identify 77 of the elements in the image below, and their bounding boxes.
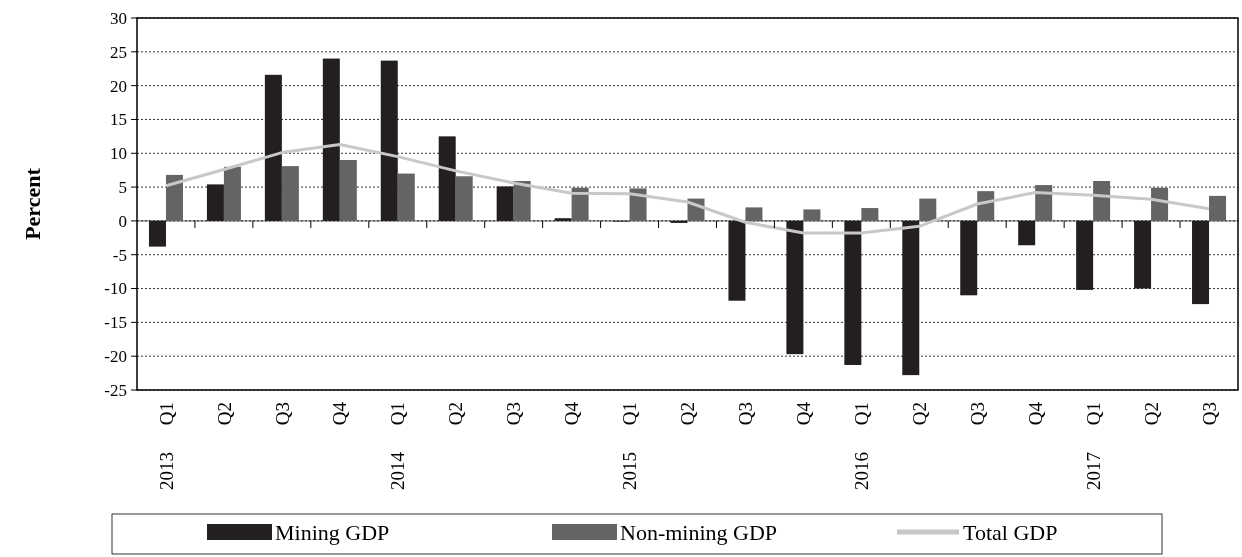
x-tick-label: Q3 (271, 402, 293, 426)
text: 2014 (387, 451, 409, 490)
legend-label: Mining GDP (275, 519, 390, 545)
bar (803, 209, 821, 221)
bar (1018, 220, 1036, 246)
x-tick-label: Q4 (793, 401, 815, 426)
bar (322, 58, 340, 221)
x-tick-label: Q1 (387, 402, 409, 426)
bar (844, 220, 862, 365)
y-tick-label: -25 (104, 380, 127, 400)
line-series (164, 142, 1211, 235)
text: 2017 (1082, 452, 1104, 490)
bar (1151, 187, 1169, 221)
bar (728, 220, 746, 301)
bar (1076, 220, 1094, 290)
bar (960, 220, 978, 296)
bar (861, 208, 879, 221)
bar (264, 74, 282, 221)
bar (206, 184, 224, 221)
bar (165, 174, 183, 221)
x-tick-label: Q3 (503, 402, 525, 426)
bar (281, 166, 299, 221)
y-tick-label: 15 (110, 110, 127, 130)
y-tick-label: 0 (118, 211, 127, 231)
x-tick-label: Q1 (1082, 402, 1104, 426)
y-tick-label: 10 (110, 144, 127, 164)
bar (223, 166, 241, 221)
bar (438, 136, 456, 221)
bar (786, 220, 804, 355)
bar (496, 186, 514, 221)
bar (902, 220, 920, 376)
bar (1209, 195, 1227, 221)
bar (1192, 220, 1210, 305)
legend-label: Total GDP (963, 519, 1058, 545)
y-tick-label: 25 (110, 42, 127, 62)
x-tick-label: Q1 (850, 402, 872, 426)
bar (919, 198, 937, 221)
text: 2016 (850, 452, 872, 490)
y-tick-label: 30 (110, 8, 127, 28)
bar (455, 176, 473, 221)
y-tick-label: -5 (112, 245, 127, 265)
bar (148, 220, 166, 247)
y-tick-label: -10 (104, 279, 127, 299)
bar (745, 207, 763, 221)
y-tick-label: -15 (104, 313, 127, 333)
x-tick-label: Q4 (1024, 401, 1046, 426)
x-tick-label: Q3 (735, 402, 757, 426)
bar (629, 188, 647, 221)
bar (1093, 181, 1111, 221)
text: 2013 (155, 452, 177, 490)
bar (339, 160, 357, 221)
x-tick-label: Q3 (966, 402, 988, 426)
x-tick-label: Q2 (1140, 402, 1162, 426)
legend-label: Non-mining GDP (620, 519, 778, 545)
y-tick-label: 20 (110, 76, 127, 96)
x-tick-label: Q1 (619, 402, 641, 426)
x-tick-label: Q4 (329, 401, 351, 426)
x-tick-label: Q2 (677, 402, 699, 426)
x-tick-label: Q2 (213, 402, 235, 426)
bar (571, 187, 589, 221)
bar (554, 218, 572, 221)
bar (1134, 220, 1152, 289)
bar (397, 173, 415, 221)
x-tick-label: Q3 (1198, 402, 1220, 426)
bar (1035, 185, 1053, 221)
bar (977, 191, 995, 221)
bar (670, 220, 688, 223)
text: 2015 (619, 452, 641, 490)
y-tick-label: -20 (104, 347, 127, 367)
bar (380, 60, 398, 221)
y-tick-label: 5 (118, 178, 127, 198)
x-tick-label: Q4 (561, 401, 583, 426)
x-tick-label: Q1 (155, 402, 177, 426)
y-axis-title: Percent (20, 167, 45, 240)
bar (513, 181, 531, 221)
x-tick-label: Q2 (908, 402, 930, 426)
x-tick-label: Q2 (445, 402, 467, 426)
